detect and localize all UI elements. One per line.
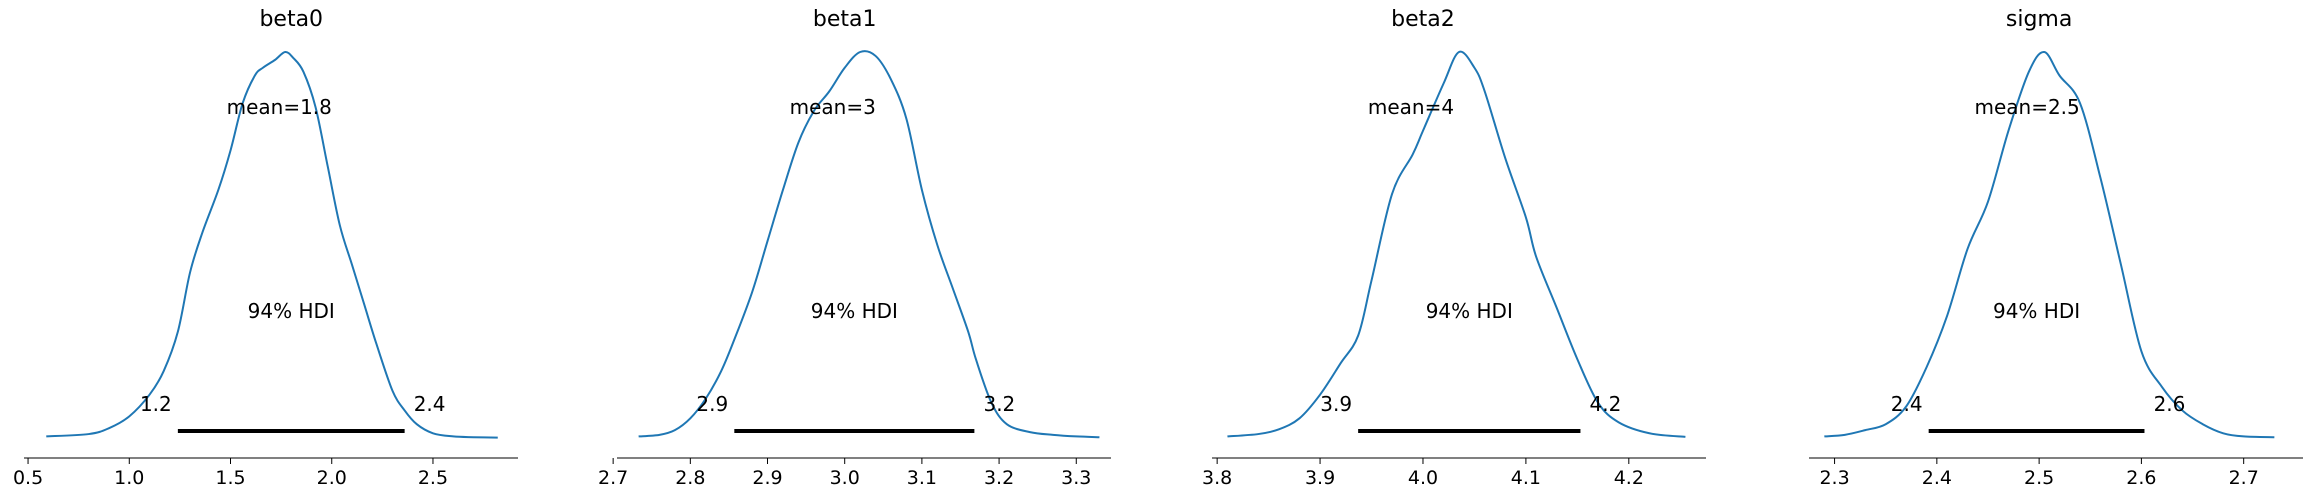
x-tick-label: 3.9 [1305, 467, 1335, 489]
x-tick-label: 3.0 [830, 467, 860, 489]
mean-label: mean=3 [790, 95, 876, 119]
x-tick-label: 4.0 [1408, 467, 1438, 489]
x-tick-label: 4.2 [1614, 467, 1644, 489]
panel-title: beta0 [259, 7, 323, 32]
panel-title: beta1 [813, 7, 877, 32]
hdi-high-label: 3.2 [983, 392, 1015, 416]
x-tick-label: 3.1 [907, 467, 937, 489]
x-tick-label: 3.8 [1202, 467, 1232, 489]
density-curve [1824, 51, 2275, 439]
hdi-high-label: 4.2 [1590, 392, 1622, 416]
x-tick-label: 2.8 [675, 467, 705, 489]
panel-beta2: beta2 mean=4 94% HDI 3.9 4.2 3.8 3.9 4.0 4.1 4.2 [1202, 7, 1706, 489]
x-tick-label: 2.5 [418, 467, 448, 489]
mean-label: mean=1.8 [227, 95, 332, 119]
x-tick-label: 4.1 [1511, 467, 1541, 489]
x-tick-label: 0.5 [13, 467, 43, 489]
x-tick-label: 2.7 [598, 467, 628, 489]
x-tick-label: 3.2 [984, 467, 1014, 489]
x-tick-label: 3.3 [1061, 467, 1091, 489]
density-curve [1227, 50, 1686, 438]
hdi-high-label: 2.4 [414, 392, 446, 416]
x-tick-label: 2.7 [2229, 467, 2259, 489]
x-tick-label: 2.3 [1819, 467, 1849, 489]
x-tick-label: 2.6 [2126, 467, 2156, 489]
x-tick-label: 1.0 [114, 467, 144, 489]
panel-sigma: sigma mean=2.5 94% HDI 2.4 2.6 2.3 2.4 2.5 2.6 2.… [1809, 7, 2303, 489]
hdi-low-label: 1.2 [140, 392, 172, 416]
hdi-label: 94% HDI [811, 299, 898, 323]
x-tick-label: 2.4 [1922, 467, 1952, 489]
mean-label: mean=2.5 [1974, 95, 2079, 119]
panel-beta1: beta1 mean=3 94% HDI 2.9 3.2 2.7 2.8 2.9 3.0 3.1 3… [598, 7, 1111, 489]
x-tick-label: 2.9 [752, 467, 782, 489]
density-curve [638, 50, 1100, 439]
x-tick-label: 1.5 [215, 467, 245, 489]
x-tick-label: 2.0 [317, 467, 347, 489]
x-tick-label: 2.5 [2024, 467, 2054, 489]
hdi-low-label: 2.4 [1891, 392, 1923, 416]
hdi-label: 94% HDI [1426, 299, 1513, 323]
panel-title: beta2 [1391, 7, 1455, 32]
hdi-label: 94% HDI [248, 299, 335, 323]
panel-title: sigma [2006, 7, 2072, 32]
hdi-high-label: 2.6 [2154, 392, 2186, 416]
hdi-low-label: 3.9 [1320, 392, 1352, 416]
mean-label: mean=4 [1368, 95, 1454, 119]
panel-beta0: beta0 mean=1.8 94% HDI 1.2 2.4 0.5 1.0 1.5 2.0 2.… [13, 7, 518, 489]
hdi-low-label: 2.9 [696, 392, 728, 416]
hdi-label: 94% HDI [1993, 299, 2080, 323]
density-curve [46, 50, 498, 439]
